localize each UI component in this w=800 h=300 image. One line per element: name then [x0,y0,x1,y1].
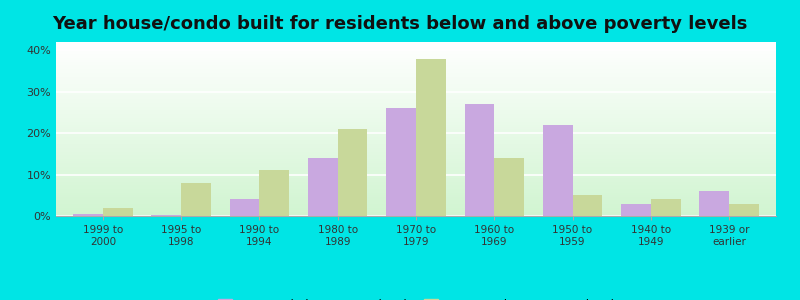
Bar [494,158,524,216]
Bar [650,200,681,216]
Legend: Owners below poverty level, Owners above poverty level: Owners below poverty level, Owners above… [212,293,620,300]
Bar [416,58,446,216]
Bar [182,183,211,216]
Bar [151,215,182,216]
Bar [74,214,103,216]
Bar [230,200,259,216]
Bar [621,204,650,216]
Bar [542,125,573,216]
Bar [103,208,133,216]
Bar [308,158,338,216]
Text: Year house/condo built for residents below and above poverty levels: Year house/condo built for residents bel… [52,15,748,33]
Bar [465,104,494,216]
Bar [699,191,729,216]
Bar [259,170,290,216]
Bar [729,204,758,216]
Bar [338,129,367,216]
Bar [386,108,416,216]
Bar [573,195,602,216]
